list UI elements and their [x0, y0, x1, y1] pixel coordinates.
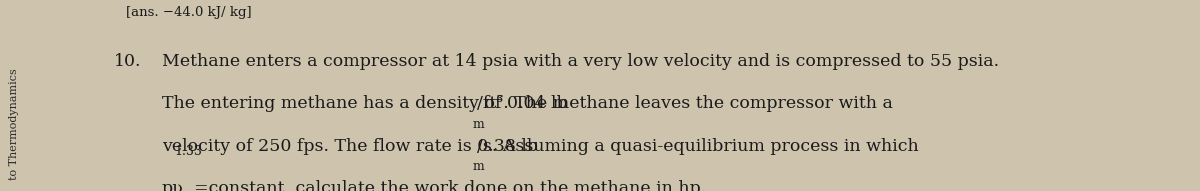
- Text: m: m: [473, 160, 485, 173]
- Text: to Thermodynamics: to Thermodynamics: [10, 68, 19, 180]
- Text: 10.: 10.: [114, 53, 142, 70]
- Text: Methane enters a compressor at 14 psia with a very low velocity and is compresse: Methane enters a compressor at 14 psia w…: [162, 53, 1000, 70]
- Text: /s. Assuming a quasi-equilibrium process in which: /s. Assuming a quasi-equilibrium process…: [476, 138, 919, 155]
- Text: pʋ: pʋ: [162, 180, 184, 191]
- Text: /ft³. The methane leaves the compressor with a: /ft³. The methane leaves the compressor …: [476, 96, 893, 112]
- Text: The entering methane has a density of 0.04 lb: The entering methane has a density of 0.…: [162, 96, 568, 112]
- Text: 1.33: 1.33: [175, 145, 203, 158]
- Text: m: m: [473, 118, 485, 131]
- Text: =constant, calculate the work done on the methane in hp.: =constant, calculate the work done on th…: [194, 180, 707, 191]
- Text: velocity of 250 fps. The flow rate is 0.38 lb: velocity of 250 fps. The flow rate is 0.…: [162, 138, 538, 155]
- Text: [ans. −44.0 kJ/ kg]: [ans. −44.0 kJ/ kg]: [126, 6, 252, 19]
